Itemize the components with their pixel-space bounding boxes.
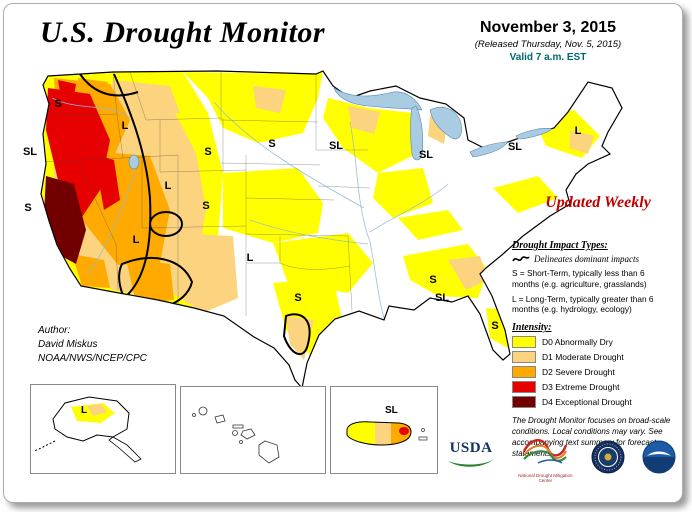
d1-label: D1 Moderate Drought <box>542 352 624 363</box>
noaa-seal <box>642 440 676 474</box>
impact-label: L <box>121 120 129 132</box>
impact-label: S <box>294 292 302 304</box>
ndmc-scribble-icon <box>523 438 568 464</box>
puerto-rico-impact-label: SL <box>385 405 398 416</box>
impact-label: S <box>429 274 437 286</box>
us-outline <box>40 70 623 390</box>
impact-label: S <box>491 320 499 332</box>
department-of-commerce-seal <box>591 440 625 474</box>
d2-label: D2 Severe Drought <box>542 367 615 378</box>
impact-label: SL <box>507 141 523 153</box>
page-title: U.S. Drought Monitor <box>40 16 326 49</box>
intensity-level-d1: D1 Moderate Drought <box>512 351 680 364</box>
author-name: David Miskus <box>38 339 98 350</box>
impact-label: S <box>24 202 32 214</box>
author-block: Author: David Miskus NOAA/NWS/NCEP/CPC <box>38 324 147 366</box>
impact-label: L <box>164 180 172 192</box>
author-org: NOAA/NWS/NCEP/CPC <box>38 353 147 364</box>
impact-label: L <box>574 125 582 137</box>
usda-swoosh-icon <box>448 458 494 467</box>
intensity-level-d2: D2 Severe Drought <box>512 366 680 379</box>
release-note: (Released Thursday, Nov. 5, 2015) <box>474 39 622 50</box>
conus-map-container: S L SL S L L S S L S SL SL S S SL S SL L <box>18 58 668 396</box>
d2-swatch <box>512 366 536 379</box>
d3-label: D3 Extreme Drought <box>542 382 620 393</box>
ndmc-logo: National Drought Mitigation Center <box>517 431 573 484</box>
agency-logos: USDA National Drought Mitigation Center <box>442 428 676 486</box>
d0-label: D0 Abnormally Dry <box>542 337 613 348</box>
impact-label: S <box>54 98 62 110</box>
short-term-definition: S = Short-Term, typically less than 6 mo… <box>512 268 647 289</box>
d1-swatch <box>512 351 536 364</box>
us-drought-map <box>40 70 623 390</box>
d4-label: D4 Exceptional Drought <box>542 397 632 408</box>
ndmc-caption: National Drought Mitigation Center <box>518 472 573 483</box>
intensity-level-d0: D0 Abnormally Dry <box>512 336 680 349</box>
drought-monitor-report: U.S. Drought Monitor November 3, 2015 (R… <box>3 3 683 503</box>
intensity-level-d3: D3 Extreme Drought <box>512 381 680 394</box>
hawaii-inset <box>180 386 326 474</box>
impact-label: S <box>204 146 212 158</box>
impact-label: SL <box>434 292 450 304</box>
rivers <box>51 97 449 319</box>
d0-swatch <box>512 336 536 349</box>
d3-swatch <box>512 381 536 394</box>
delineates-row: Delineates dominant impacts <box>512 254 680 264</box>
impact-label: S <box>268 138 276 150</box>
intensity-heading: Intensity: <box>512 322 552 334</box>
hawaii-map <box>192 406 280 464</box>
delineates-label: Delineates dominant impacts <box>534 254 639 264</box>
impact-label: S <box>202 200 210 212</box>
intensity-level-d4: D4 Exceptional Drought <box>512 396 680 409</box>
impact-label: L <box>246 252 254 264</box>
puerto-rico-inset: SL <box>330 386 438 474</box>
usda-logo: USDA <box>442 439 500 474</box>
alaska-map <box>33 396 142 463</box>
great-lakes <box>128 87 553 170</box>
wavy-line-impact-icon <box>512 255 530 261</box>
legend-panel: Drought Impact Types: Delineates dominan… <box>512 240 680 459</box>
alaska-inset: L <box>30 384 176 474</box>
date-block: November 3, 2015 (Released Thursday, Nov… <box>432 19 664 63</box>
updated-weekly-note: Updated Weekly <box>545 194 651 211</box>
alaska-impact-label: L <box>81 405 88 416</box>
impact-label: SL <box>418 149 434 161</box>
long-term-definition: L = Long-Term, typically greater than 6 … <box>512 293 654 315</box>
d4-swatch <box>512 396 536 409</box>
state-borders <box>42 71 371 316</box>
author-label: Author: <box>38 325 71 336</box>
report-date: November 3, 2015 <box>479 19 617 36</box>
impact-types-heading: Drought Impact Types: <box>512 240 608 251</box>
usda-wordmark: USDA <box>449 439 493 456</box>
impact-label: SL <box>328 140 344 152</box>
puerto-rico-map <box>346 421 428 446</box>
impact-label: SL <box>22 146 38 158</box>
impact-label: L <box>132 234 140 246</box>
valid-time: Valid 7 a.m. EST <box>509 52 587 63</box>
